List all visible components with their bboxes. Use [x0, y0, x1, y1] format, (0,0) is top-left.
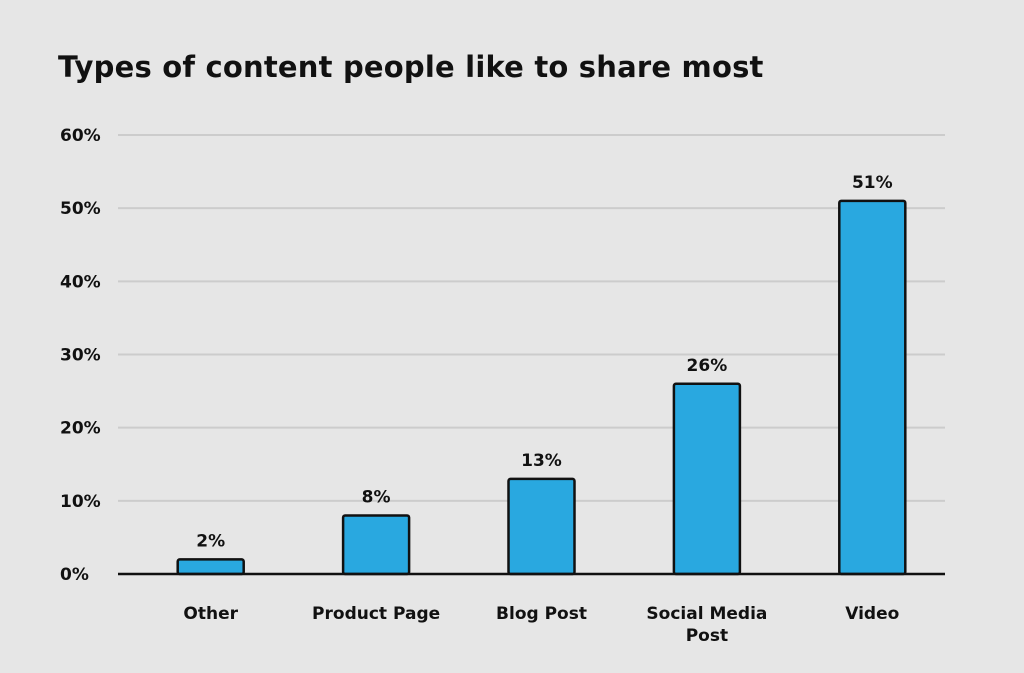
category-label: Blog Post	[496, 604, 587, 624]
y-tick-label: 10%	[60, 492, 101, 512]
data-label: 51%	[852, 173, 893, 193]
data-label: 26%	[687, 356, 728, 376]
x-axis-categories: Other Product Page Blog Post Social MediaPo…	[183, 604, 899, 646]
y-tick-label: 50%	[60, 199, 101, 219]
y-tick-label: 20%	[60, 419, 101, 439]
category-label: Other	[183, 604, 238, 624]
category-label: Social Media	[646, 604, 767, 624]
bar-blog-post	[507, 477, 576, 576]
data-label: 8%	[362, 487, 391, 507]
category-label: Post	[686, 626, 728, 646]
y-tick-label: 0%	[60, 565, 89, 585]
y-tick-label: 60%	[60, 126, 101, 146]
category-label: Video	[845, 604, 899, 624]
data-labels: 2% 8% 13% 26% 51%	[196, 173, 892, 552]
grid-layer	[118, 134, 945, 502]
bars	[176, 199, 907, 576]
bar-other	[176, 558, 245, 576]
data-label: 2%	[196, 531, 225, 551]
chart-title: Types of content people like to share mo…	[58, 50, 764, 84]
y-tick-label: 30%	[60, 346, 101, 366]
category-label: Product Page	[312, 604, 440, 624]
data-label: 13%	[521, 451, 562, 471]
bar-product-page	[341, 514, 411, 576]
bar-video	[838, 199, 907, 576]
bar-social-media-post	[672, 382, 742, 576]
y-axis-ticks: 0% 10% 20% 30% 40% 50% 60%	[60, 126, 101, 585]
y-tick-label: 40%	[60, 272, 101, 292]
